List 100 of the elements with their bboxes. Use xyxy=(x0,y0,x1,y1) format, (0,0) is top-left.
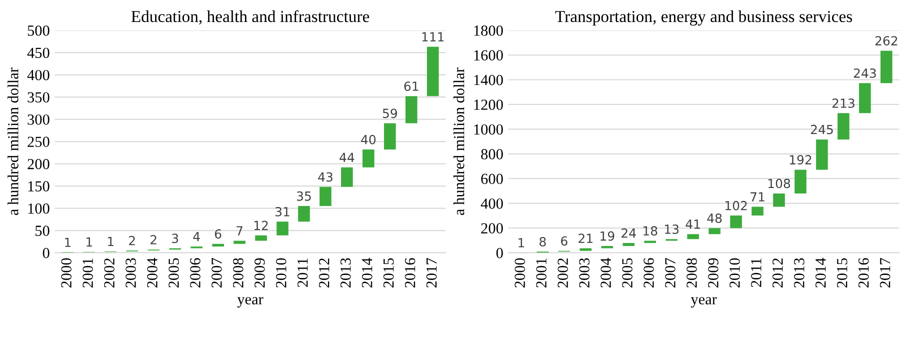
bar xyxy=(255,235,267,241)
bar xyxy=(816,139,828,170)
bar xyxy=(212,244,224,247)
y-tick-label: 400 xyxy=(27,70,50,80)
data-label: 24 xyxy=(622,228,636,238)
y-tick-label: 300 xyxy=(28,114,50,125)
data-label: 71 xyxy=(750,192,764,202)
x-tick-label: 2003 xyxy=(126,258,136,288)
x-tick-label: 2007 xyxy=(665,258,676,288)
y-tick-label: 150 xyxy=(28,181,50,192)
x-tick-label: 2008 xyxy=(233,258,244,288)
bar xyxy=(426,46,439,96)
data-label: 108 xyxy=(768,178,790,188)
data-label: 48 xyxy=(707,214,722,223)
data-label: 102 xyxy=(725,200,747,210)
data-label: 12 xyxy=(254,220,268,230)
x-tick-label: 2003 xyxy=(579,258,590,288)
x-axis-title: year xyxy=(237,297,264,308)
data-label: 31 xyxy=(275,206,290,216)
y-tick-label: 1600 xyxy=(474,50,503,60)
bar xyxy=(234,240,246,244)
bar xyxy=(298,206,310,222)
data-label: 8 xyxy=(540,236,546,246)
data-label: 59 xyxy=(382,108,397,118)
y-tick-label: 50 xyxy=(36,226,50,236)
x-tick-label: 2001 xyxy=(536,258,547,288)
x-tick-label: 2013 xyxy=(340,258,351,288)
x-tick-label: 2017 xyxy=(426,258,437,288)
bar xyxy=(622,242,635,246)
data-label: 4 xyxy=(193,232,200,242)
y-tick-label: 800 xyxy=(481,149,503,160)
data-label: 13 xyxy=(665,224,679,234)
y-tick-label: 0 xyxy=(496,248,503,258)
x-tick-label: 2006 xyxy=(644,258,654,288)
chart-title: Transportation, energy and business services xyxy=(555,10,852,26)
data-label: 1 xyxy=(86,237,92,246)
y-tick-label: 250 xyxy=(28,136,50,147)
y-tick-label: 1800 xyxy=(474,25,503,36)
y-tick-label: 1200 xyxy=(474,100,503,110)
x-tick-label: 2005 xyxy=(622,258,632,288)
data-label: 262 xyxy=(875,36,898,46)
y-tick-label: 1000 xyxy=(474,124,503,135)
data-label: 18 xyxy=(644,226,658,236)
data-label: 43 xyxy=(318,172,332,182)
x-tick-label: 2015 xyxy=(383,258,394,288)
bar xyxy=(341,167,353,187)
bar xyxy=(752,206,764,216)
bar xyxy=(794,170,806,194)
x-tick-label: 2009 xyxy=(254,258,265,288)
y-tick-label: 600 xyxy=(481,174,503,184)
data-label: 245 xyxy=(810,124,833,134)
x-tick-label: 2017 xyxy=(880,258,890,288)
data-label: 2 xyxy=(150,234,156,244)
x-tick-label: 2011 xyxy=(297,258,308,287)
x-tick-label: 2000 xyxy=(61,258,72,288)
x-tick-label: 2000 xyxy=(514,258,526,288)
data-label: 243 xyxy=(854,68,876,78)
y-tick-label: 400 xyxy=(480,198,503,209)
bar xyxy=(362,150,374,168)
bar xyxy=(730,216,742,228)
data-label: 41 xyxy=(686,220,700,229)
bar xyxy=(880,50,892,84)
x-tick-label: 2016 xyxy=(858,258,869,288)
x-tick-label: 2001 xyxy=(82,258,93,288)
bar xyxy=(276,222,288,236)
y-tick-label: 0 xyxy=(42,248,50,258)
data-label: 40 xyxy=(361,134,376,144)
bar xyxy=(601,246,614,248)
data-label: 192 xyxy=(790,155,812,165)
data-label: 61 xyxy=(404,82,418,91)
x-tick-label: 2012 xyxy=(772,258,783,288)
bar xyxy=(580,248,592,251)
bar xyxy=(838,113,850,140)
data-label: 2 xyxy=(129,236,135,246)
y-tick-label: 100 xyxy=(28,203,50,214)
y-tick-label: 500 xyxy=(28,25,50,36)
x-tick-label: 2007 xyxy=(212,258,222,288)
data-label: 6 xyxy=(561,236,568,246)
y-tick-label: 450 xyxy=(27,48,50,58)
chart-title: Education, health and infrastructure xyxy=(131,10,370,25)
data-label: 19 xyxy=(600,231,614,241)
x-tick-label: 2004 xyxy=(147,258,158,288)
x-tick-label: 2014 xyxy=(815,258,826,288)
x-tick-label: 2010 xyxy=(276,258,286,288)
data-label: 35 xyxy=(296,191,311,201)
x-tick-label: 2014 xyxy=(362,258,372,288)
data-label: 21 xyxy=(578,234,592,243)
bar xyxy=(320,186,332,206)
bar xyxy=(405,96,418,124)
x-tick-label: 2015 xyxy=(836,258,848,288)
bar xyxy=(708,228,720,234)
x-tick-label: 2010 xyxy=(730,258,740,288)
x-tick-label: 2016 xyxy=(404,258,416,288)
data-label: 7 xyxy=(236,226,242,236)
y-tick-label: 1400 xyxy=(474,74,503,86)
bar xyxy=(384,123,396,150)
x-tick-label: 2005 xyxy=(168,258,179,288)
data-label: 3 xyxy=(172,234,178,244)
data-label: 6 xyxy=(214,229,222,239)
x-tick-label: 2002 xyxy=(558,258,568,288)
